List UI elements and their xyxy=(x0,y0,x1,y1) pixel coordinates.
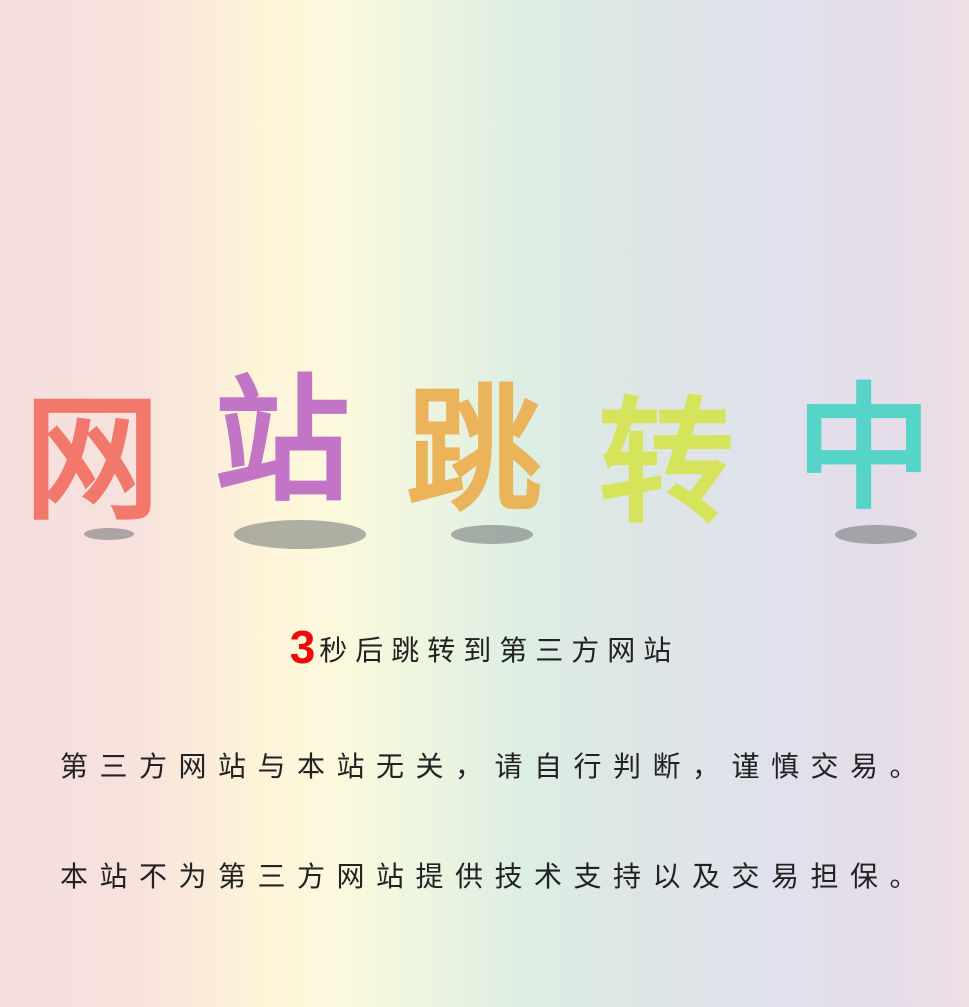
char-shadow xyxy=(84,528,134,540)
disclaimer-line-1: 第三方网站与本站无关，请自行判断，谨慎交易。 xyxy=(60,750,930,783)
title-char-zhuan: 转 xyxy=(598,385,734,543)
countdown-message: 3秒后跳转到第三方网站 xyxy=(0,620,969,674)
disclaimer-line-2: 本站不为第三方网站提供技术支持以及交易担保。 xyxy=(60,860,930,893)
countdown-seconds: 3 xyxy=(289,621,320,673)
title-char-tiao: 跳 xyxy=(406,373,542,531)
char-shadow xyxy=(234,520,366,549)
title-char-zhan: 站 xyxy=(214,363,350,521)
char-shadow xyxy=(835,525,917,544)
char-shadow xyxy=(451,525,533,544)
countdown-text: 秒后跳转到第三方网站 xyxy=(319,634,680,667)
title-char-wang: 网 xyxy=(24,382,160,540)
title-char-zhong: 中 xyxy=(796,371,932,529)
